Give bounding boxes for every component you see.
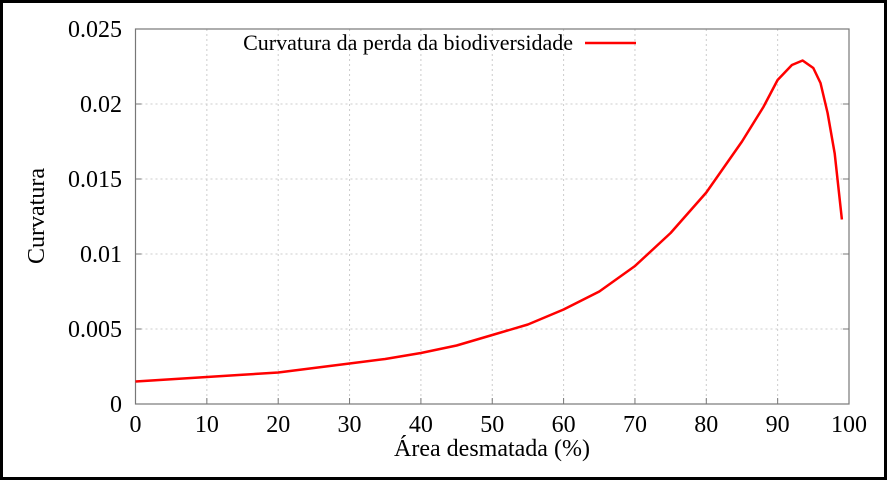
x-tick-label: 50 <box>480 412 504 438</box>
x-tick-label: 10 <box>195 412 219 438</box>
y-tick-label: 0.01 <box>80 242 122 268</box>
x-tick-label: 30 <box>338 412 362 438</box>
y-tick-label: 0 <box>110 392 122 418</box>
y-tick-label: 0.02 <box>80 92 122 118</box>
x-tick-label: 40 <box>409 412 433 438</box>
x-tick-label: 70 <box>623 412 647 438</box>
x-axis-label: Área desmatada (%) <box>394 436 590 462</box>
y-tick-label: 0.025 <box>68 17 122 43</box>
grid <box>135 29 849 404</box>
series-line <box>135 59 844 383</box>
x-tick-label: 0 <box>130 412 142 438</box>
legend-label: Curvatura da perda da biodiversidade <box>243 30 573 55</box>
x-tick-label: 100 <box>831 412 867 438</box>
x-tick-label: 80 <box>694 412 718 438</box>
y-tick-label: 0.005 <box>68 317 122 343</box>
x-tick-label: 20 <box>266 412 290 438</box>
x-tick-label: 90 <box>766 412 790 438</box>
x-tick-label: 60 <box>552 412 576 438</box>
y-axis-label: Curvatura <box>24 168 50 264</box>
y-tick-label: 0.015 <box>68 167 122 193</box>
